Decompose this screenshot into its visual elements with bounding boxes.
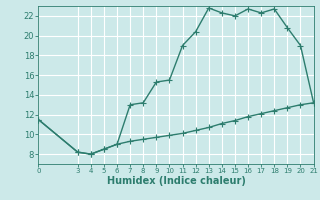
X-axis label: Humidex (Indice chaleur): Humidex (Indice chaleur) — [107, 176, 245, 186]
